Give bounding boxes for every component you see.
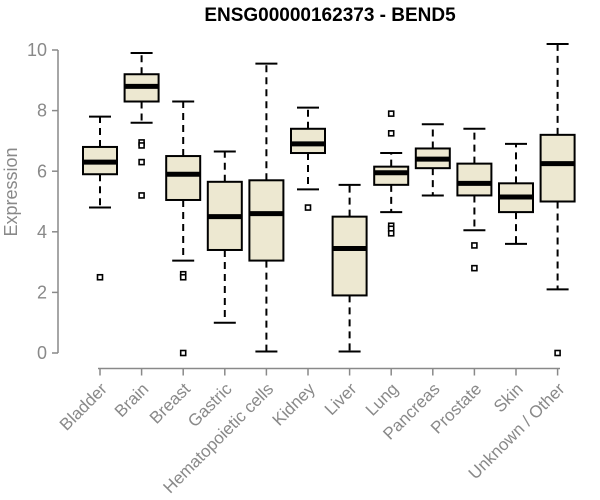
box-brain xyxy=(123,52,160,199)
outlier-point xyxy=(471,264,478,272)
box-liver xyxy=(331,183,368,353)
box-prostate xyxy=(456,127,493,272)
iqr-box xyxy=(539,133,576,203)
x-tick-label-skin: Skin xyxy=(490,379,527,416)
x-tick-label-bladder: Bladder xyxy=(56,379,111,434)
chart-title: ENSG00000162373 - BEND5 xyxy=(204,5,456,26)
box-lung xyxy=(373,110,410,237)
box-breast xyxy=(165,100,202,357)
box-pancreas xyxy=(414,123,451,197)
y-tick-label: 6 xyxy=(37,161,47,181)
outlier-point xyxy=(179,349,187,357)
outlier-point xyxy=(387,230,395,237)
y-axis-title: Expression xyxy=(1,147,21,236)
box-unknown-other xyxy=(539,42,576,357)
outlier-point xyxy=(179,273,187,281)
iqr-box xyxy=(456,162,493,197)
iqr-box xyxy=(373,165,410,186)
iqr-box xyxy=(331,215,368,297)
iqr-box xyxy=(248,179,285,262)
y-tick-label: 2 xyxy=(37,283,47,303)
box-skin xyxy=(498,142,534,245)
outlier-point xyxy=(138,158,145,166)
outlier-point xyxy=(304,204,312,211)
outlier-point xyxy=(554,349,561,357)
outlier-point xyxy=(138,192,145,199)
iqr-box xyxy=(290,127,326,155)
y-tick-label: 0 xyxy=(37,343,47,363)
x-tick-label-kidney: Kidney xyxy=(269,379,320,430)
outlier-point xyxy=(471,242,478,249)
outlier-point xyxy=(387,130,395,137)
box-kidney xyxy=(290,106,326,211)
outlier-point xyxy=(96,273,104,281)
box-gastric xyxy=(206,150,243,324)
box-hematopoietic-cells xyxy=(248,62,285,353)
y-tick-label: 8 xyxy=(37,101,47,121)
iqr-box xyxy=(165,155,202,201)
y-tick-label: 10 xyxy=(27,40,47,60)
outlier-point xyxy=(138,142,145,149)
y-tick-label: 4 xyxy=(37,222,47,242)
x-tick-label-liver: Liver xyxy=(321,379,361,419)
outlier-point xyxy=(387,110,395,117)
box-bladder xyxy=(82,115,118,281)
